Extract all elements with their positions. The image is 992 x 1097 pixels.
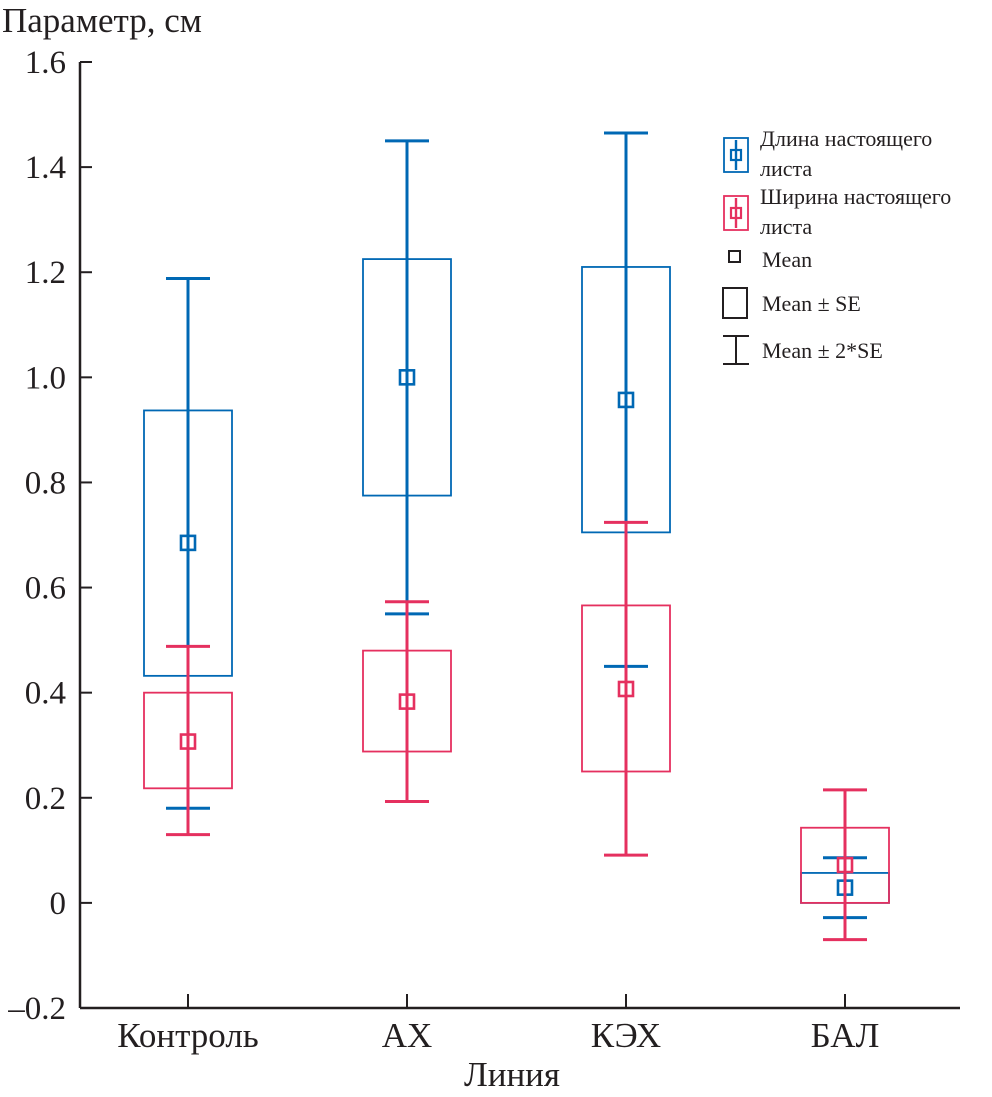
legend-box-icon — [723, 137, 749, 173]
x-axis-title: Линия — [464, 1055, 560, 1094]
plot-area — [143, 131, 890, 942]
series-width — [143, 520, 890, 942]
legend-box-icon — [723, 195, 749, 231]
y-tick-label: 1.0 — [25, 360, 66, 396]
legend-mean-key-icon — [728, 250, 741, 263]
y-tick-label: 1.2 — [25, 255, 66, 291]
axes — [78, 62, 960, 1010]
mean-marker — [179, 733, 197, 750]
x-tick-label: АХ — [382, 1016, 433, 1055]
x-tick-label: КЭХ — [591, 1016, 661, 1055]
x-ticks: Контроль АХ КЭХ БАЛ — [117, 994, 879, 1055]
y-tick-label: 0 — [50, 886, 67, 922]
legend-item-length: Длина настоящего листа — [723, 126, 932, 181]
legend-label: Ширина настоящего — [760, 184, 951, 209]
legend-item-width: Ширина настоящего листа — [723, 184, 951, 239]
legend-item-se2: Mean ± 2*SE — [723, 335, 883, 365]
legend-label: Mean ± 2*SE — [762, 338, 883, 363]
x-tick-label: Контроль — [117, 1016, 259, 1055]
y-tick-label: 0.8 — [25, 465, 66, 501]
y-tick-label: –0.2 — [7, 991, 66, 1027]
mean-marker — [398, 369, 416, 386]
mean-marker — [617, 680, 635, 698]
mean-marker — [398, 693, 416, 710]
legend-item-mean: Mean — [728, 247, 812, 272]
legend-se-key-icon — [722, 287, 748, 319]
y-ticks: –0.2 0 0.2 0.4 0.6 0.8 1.0 1.2 1.4 1.6 — [7, 45, 92, 1027]
legend-item-se: Mean ± SE — [722, 287, 861, 319]
y-tick-label: 1.4 — [25, 150, 66, 186]
legend-label: Mean ± SE — [762, 291, 861, 316]
mean-marker — [179, 534, 197, 552]
legend: Длина настоящего листа Ширина настоящего ли… — [722, 126, 951, 365]
legend-mean-icon — [729, 206, 743, 220]
y-tick-label: 0.6 — [25, 571, 66, 607]
y-tick-label: 0.4 — [25, 676, 66, 712]
y-tick-label: 1.6 — [25, 45, 66, 81]
y-axis-title: Параметр, см — [2, 1, 202, 40]
legend-label: листа — [760, 214, 812, 239]
legend-label: Mean — [762, 247, 812, 272]
mean-marker — [617, 391, 635, 409]
mean-marker — [836, 856, 854, 874]
legend-label: листа — [760, 156, 812, 181]
legend-label: Длина настоящего — [760, 126, 932, 151]
legend-mean-icon — [729, 148, 743, 162]
x-tick-label: БАЛ — [811, 1016, 880, 1055]
y-tick-label: 0.2 — [25, 781, 66, 817]
